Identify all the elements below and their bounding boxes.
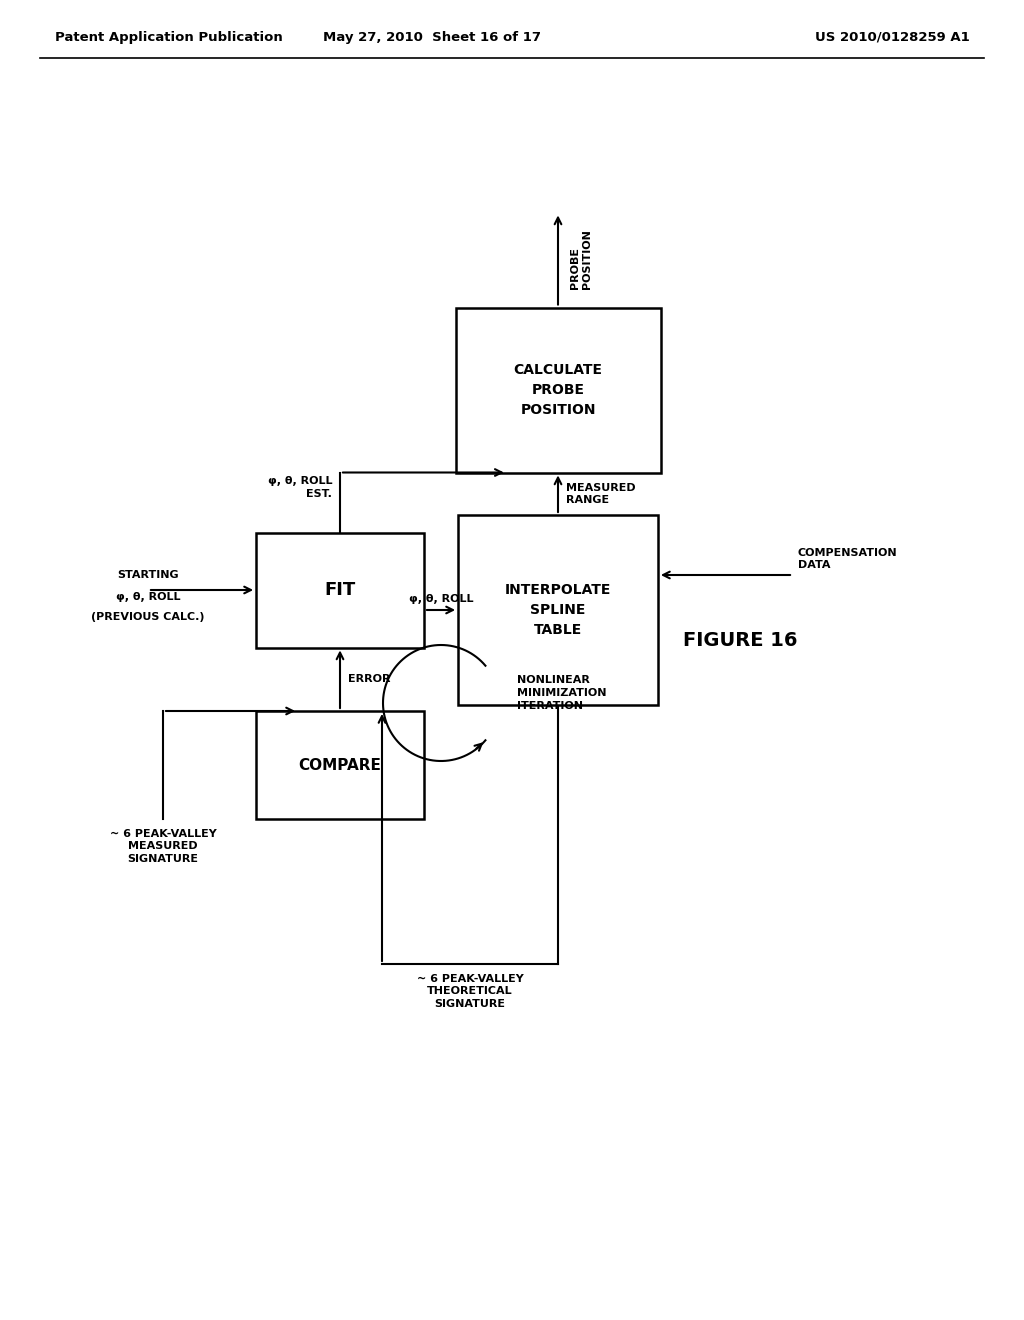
Text: (PREVIOUS CALC.): (PREVIOUS CALC.) xyxy=(91,612,205,622)
Text: φ, θ, ROLL: φ, θ, ROLL xyxy=(116,591,180,602)
Bar xyxy=(256,532,424,648)
Text: NONLINEAR
MINIMIZATION
ITERATION: NONLINEAR MINIMIZATION ITERATION xyxy=(517,675,606,711)
Text: Patent Application Publication: Patent Application Publication xyxy=(55,30,283,44)
Text: φ, θ, ROLL
EST.: φ, θ, ROLL EST. xyxy=(267,477,332,499)
Text: ERROR: ERROR xyxy=(348,675,390,684)
Text: ~ 6 PEAK-VALLEY
THEORETICAL
SIGNATURE: ~ 6 PEAK-VALLEY THEORETICAL SIGNATURE xyxy=(417,974,523,1008)
Text: STARTING: STARTING xyxy=(117,570,179,579)
Text: COMPENSATION
DATA: COMPENSATION DATA xyxy=(798,548,898,570)
Text: INTERPOLATE
SPLINE
TABLE: INTERPOLATE SPLINE TABLE xyxy=(505,583,611,636)
Text: FIT: FIT xyxy=(325,581,355,599)
Text: CALCULATE
PROBE
POSITION: CALCULATE PROBE POSITION xyxy=(513,363,602,417)
Text: PROBE
POSITION: PROBE POSITION xyxy=(570,230,593,289)
Text: US 2010/0128259 A1: US 2010/0128259 A1 xyxy=(815,30,970,44)
Text: MEASURED
RANGE: MEASURED RANGE xyxy=(566,483,636,506)
Text: φ, θ, ROLL: φ, θ, ROLL xyxy=(409,594,473,605)
Text: COMPARE: COMPARE xyxy=(299,758,381,772)
Bar xyxy=(456,308,660,473)
Text: May 27, 2010  Sheet 16 of 17: May 27, 2010 Sheet 16 of 17 xyxy=(323,30,541,44)
Text: FIGURE 16: FIGURE 16 xyxy=(683,631,798,649)
Bar xyxy=(458,515,658,705)
Bar xyxy=(256,711,424,818)
Text: ~ 6 PEAK-VALLEY
MEASURED
SIGNATURE: ~ 6 PEAK-VALLEY MEASURED SIGNATURE xyxy=(110,829,216,863)
